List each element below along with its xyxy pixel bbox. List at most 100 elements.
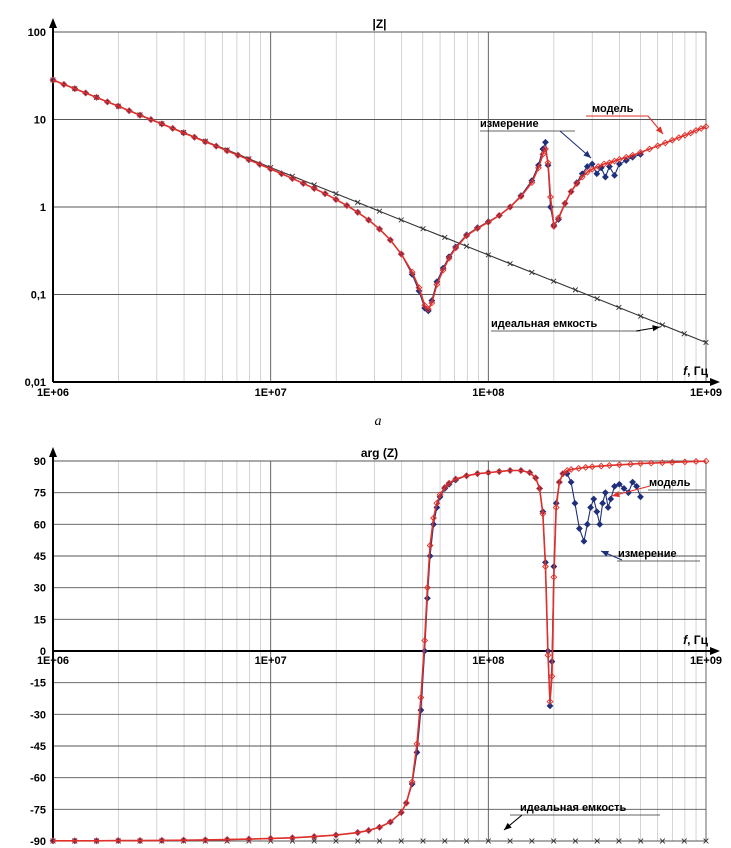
data-point xyxy=(180,836,188,844)
data-point xyxy=(599,499,607,507)
data-point xyxy=(485,252,492,258)
y-tick-label: 100 xyxy=(28,27,46,39)
y-tick-label: -60 xyxy=(30,773,46,785)
data-point xyxy=(575,525,583,532)
data-point xyxy=(82,89,90,97)
data-point xyxy=(158,836,166,844)
annotation-measurement-arrowhead xyxy=(601,551,609,557)
data-point xyxy=(439,266,447,274)
data-point xyxy=(441,483,449,491)
data-point xyxy=(546,698,554,706)
data-point xyxy=(550,573,558,581)
data-point xyxy=(544,651,552,659)
data-point xyxy=(93,93,100,101)
data-point xyxy=(463,838,470,844)
data-point xyxy=(550,278,557,284)
data-point xyxy=(587,504,594,511)
data-point xyxy=(355,199,361,206)
data-point xyxy=(588,165,596,173)
y-tick-label: 75 xyxy=(34,488,46,500)
data-point xyxy=(702,457,710,465)
data-point xyxy=(421,637,429,644)
data-point xyxy=(333,838,339,844)
data-point xyxy=(615,160,623,168)
data-point xyxy=(376,225,383,233)
data-point xyxy=(180,129,188,137)
data-point xyxy=(49,837,57,845)
data-point xyxy=(703,838,709,844)
data-point xyxy=(615,480,623,488)
data-point xyxy=(654,142,662,150)
y-tick-label: 30 xyxy=(34,583,46,595)
data-point xyxy=(583,163,591,170)
y-tick-label: 0 xyxy=(40,646,46,658)
series-model xyxy=(49,76,710,313)
y-tick-label: -90 xyxy=(30,836,46,848)
data-point xyxy=(539,150,547,158)
data-point xyxy=(408,778,416,786)
data-point xyxy=(535,164,542,172)
data-point xyxy=(445,254,453,262)
data-point xyxy=(424,307,432,315)
data-point xyxy=(397,809,405,816)
data-point xyxy=(593,170,601,178)
data-point xyxy=(310,184,318,192)
annotation-model: модель xyxy=(649,477,691,489)
data-point xyxy=(495,212,503,219)
y-axis-arrow xyxy=(49,447,57,457)
data-point xyxy=(433,499,441,507)
data-point xyxy=(436,491,444,499)
data-point xyxy=(681,331,687,337)
data-point xyxy=(299,179,307,187)
data-point xyxy=(668,136,676,144)
data-point xyxy=(578,173,586,181)
data-point xyxy=(681,838,687,844)
data-point xyxy=(681,458,689,466)
data-point xyxy=(606,163,613,170)
data-point xyxy=(311,838,317,844)
data-point xyxy=(413,748,421,756)
x-axis-label: f, Гц xyxy=(683,633,708,647)
y-tick-label: -30 xyxy=(30,709,46,721)
x-tick-label: 1E+06 xyxy=(37,387,69,399)
data-point xyxy=(321,190,329,198)
data-point xyxy=(547,193,554,201)
data-point xyxy=(398,838,404,844)
data-point xyxy=(507,838,513,844)
data-point xyxy=(702,123,710,131)
data-point xyxy=(633,482,641,490)
data-point xyxy=(627,460,634,468)
data-point xyxy=(376,823,383,831)
data-point xyxy=(681,131,689,139)
data-point xyxy=(365,216,373,224)
data-point xyxy=(567,188,575,196)
data-point xyxy=(354,829,362,836)
data-point xyxy=(687,129,695,137)
data-point xyxy=(234,151,242,159)
data-point xyxy=(71,85,79,93)
y-tick-label: 45 xyxy=(34,551,46,563)
data-point xyxy=(420,838,426,844)
data-point xyxy=(593,508,601,516)
data-point xyxy=(637,493,644,501)
data-point xyxy=(532,474,540,482)
data-point xyxy=(201,836,209,844)
data-point xyxy=(573,180,581,188)
data-point xyxy=(542,563,549,570)
data-point xyxy=(421,301,429,309)
data-point xyxy=(616,838,622,844)
y-tick-label: 0,01 xyxy=(25,377,46,389)
data-point xyxy=(343,202,351,209)
data-point xyxy=(646,145,653,153)
x-axis-label: f, Гц xyxy=(683,364,708,378)
data-point xyxy=(611,482,618,490)
data-point xyxy=(433,281,441,288)
data-point xyxy=(136,111,144,119)
data-point xyxy=(417,706,425,714)
annotation-measurement: измерение xyxy=(618,548,677,560)
data-point xyxy=(417,694,425,701)
annotation-ideal: идеальная емкость xyxy=(491,318,598,330)
data-point xyxy=(169,124,177,132)
data-point xyxy=(583,168,591,176)
data-point xyxy=(601,489,609,497)
